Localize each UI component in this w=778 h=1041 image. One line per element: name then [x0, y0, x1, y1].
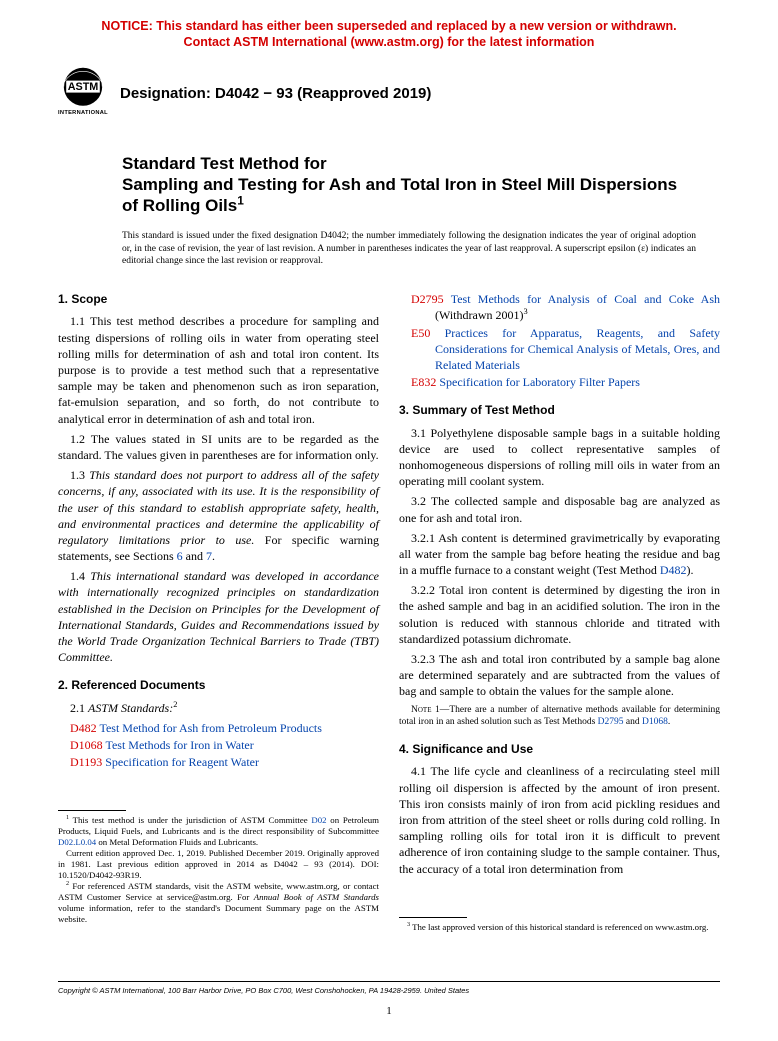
para-3-2-2: 3.2.2 Total iron content is determined b…: [399, 582, 720, 647]
p13-and: and: [183, 549, 206, 563]
f1-link-sub[interactable]: D02.L0.04: [58, 837, 96, 847]
copyright-text: Copyright © ASTM International, 100 Barr…: [58, 986, 469, 995]
header-row: ASTM INTERNATIONAL Designation: D4042 − …: [52, 65, 778, 119]
f1a: This test method is under the jurisdicti…: [69, 815, 311, 825]
para-1-2: 1.2 The values stated in SI units are to…: [58, 431, 379, 463]
section-1-head: 1. Scope: [58, 291, 379, 307]
note-link-d1068[interactable]: D1068: [642, 717, 668, 727]
footnote-1: 1 This test method is under the jurisdic…: [58, 815, 379, 848]
section-3-head: 3. Summary of Test Method: [399, 402, 720, 418]
title-line1: Standard Test Method for: [122, 153, 696, 174]
ref-code-e832[interactable]: E832: [411, 375, 436, 389]
footnote-rule-right: [399, 917, 467, 918]
page-number: 1: [0, 1005, 778, 1017]
p14-italic: This international standard was develope…: [58, 569, 379, 664]
note-1: Note 1—There are a number of alternative…: [399, 704, 720, 730]
ref-code-d1068[interactable]: D1068: [70, 738, 103, 752]
ref-code-d2795[interactable]: D2795: [411, 292, 444, 306]
p21-sup: 2: [173, 700, 177, 709]
section-4-head: 4. Significance and Use: [399, 741, 720, 757]
title-line2: Sampling and Testing for Ash and Total I…: [122, 174, 696, 217]
section-2-head: 2. Referenced Documents: [58, 677, 379, 693]
para-1-4: 1.4 This international standard was deve…: [58, 568, 379, 665]
two-column-body: 1. Scope 1.1 This test method describes …: [58, 291, 720, 932]
p14-lead: 1.4: [70, 569, 90, 583]
ref-d1068: D1068 Test Methods for Iron in Water: [70, 737, 379, 753]
column-right: D2795 Test Methods for Analysis of Coal …: [399, 291, 720, 932]
ref-code-d482[interactable]: D482: [70, 721, 97, 735]
svg-text:ASTM: ASTM: [68, 81, 99, 93]
para-3-2: 3.2 The collected sample and disposable …: [399, 493, 720, 525]
notice-line1: NOTICE: This standard has either been su…: [101, 19, 676, 33]
notice-line2: Contact ASTM International (www.astm.org…: [184, 35, 595, 49]
ref-tail-d2795: (Withdrawn 2001): [435, 308, 524, 322]
title-block: Standard Test Method for Sampling and Te…: [122, 153, 696, 217]
note-label: Note 1—: [411, 705, 449, 715]
para-3-2-3: 3.2.3 The ash and total iron contributed…: [399, 651, 720, 700]
ref-code-d1193[interactable]: D1193: [70, 755, 102, 769]
ref-text-e50[interactable]: Practices for Apparatus, Reagents, and S…: [430, 326, 720, 372]
para-1-1: 1.1 This test method describes a procedu…: [58, 313, 379, 426]
ref-e832: E832 Specification for Laboratory Filter…: [411, 374, 720, 390]
para-1-3: 1.3 This standard does not purport to ad…: [58, 467, 379, 564]
f2b: Annual Book of ASTM Standards: [254, 892, 379, 902]
ref-text-d1193[interactable]: Specification for Reagent Water: [102, 755, 259, 769]
ref-text-e832[interactable]: Specification for Laboratory Filter Pape…: [436, 375, 640, 389]
para-3-2-1: 3.2.1 Ash content is determined gravimet…: [399, 530, 720, 579]
designation-text: Designation: D4042 − 93 (Reapproved 2019…: [120, 81, 431, 102]
footnote-3: 3 The last approved version of this hist…: [399, 922, 720, 933]
p13-lead: 1.3: [70, 468, 89, 482]
p21-lead: 2.1: [70, 701, 88, 715]
svg-text:INTERNATIONAL: INTERNATIONAL: [58, 110, 108, 116]
note-link-d2795[interactable]: D2795: [598, 717, 624, 727]
para-2-1: 2.1 ASTM Standards:2: [58, 700, 379, 716]
note-end: .: [668, 717, 670, 727]
title-main: Sampling and Testing for Ash and Total I…: [122, 175, 677, 215]
f1-link-d02[interactable]: D02: [311, 815, 326, 825]
copyright-row: Copyright © ASTM International, 100 Barr…: [58, 981, 720, 995]
p13-end: .: [212, 549, 215, 563]
p321b: ).: [687, 563, 694, 577]
f1c: on Metal Deformation Fluids and Lubrican…: [96, 837, 258, 847]
ref-d482: D482 Test Method for Ash from Petroleum …: [70, 720, 379, 736]
title-sup: 1: [237, 193, 244, 207]
notice-banner: NOTICE: This standard has either been su…: [0, 0, 778, 51]
ref-d2795: D2795 Test Methods for Analysis of Coal …: [411, 291, 720, 323]
column-left: 1. Scope 1.1 This test method describes …: [58, 291, 379, 932]
ref-e50: E50 Practices for Apparatus, Reagents, a…: [411, 325, 720, 374]
astm-logo: ASTM INTERNATIONAL: [52, 65, 114, 119]
f2c: volume information, refer to the standar…: [58, 903, 379, 924]
para-3-1: 3.1 Polyethylene disposable sample bags …: [399, 425, 720, 490]
f3-text: The last approved version of this histor…: [410, 922, 708, 932]
p21-label: ASTM Standards:: [88, 701, 173, 715]
ref-text-d482[interactable]: Test Method for Ash from Petroleum Produ…: [97, 721, 322, 735]
footnote-rule-left: [58, 810, 126, 811]
p321-link[interactable]: D482: [660, 563, 687, 577]
para-4-1: 4.1 The life cycle and cleanliness of a …: [399, 763, 720, 876]
ref-text-d1068[interactable]: Test Methods for Iron in Water: [103, 738, 254, 752]
footnote-1-cont: Current edition approved Dec. 1, 2019. P…: [58, 848, 379, 881]
ref-text-d2795[interactable]: Test Methods for Analysis of Coal and Co…: [444, 292, 720, 306]
ref-d1193: D1193 Specification for Reagent Water: [70, 754, 379, 770]
issued-note: This standard is issued under the fixed …: [122, 230, 696, 267]
ref-code-e50[interactable]: E50: [411, 326, 430, 340]
footnote-2: 2 For referenced ASTM standards, visit t…: [58, 881, 379, 925]
note-and: and: [624, 717, 642, 727]
ref-sup-d2795: 3: [524, 307, 528, 316]
